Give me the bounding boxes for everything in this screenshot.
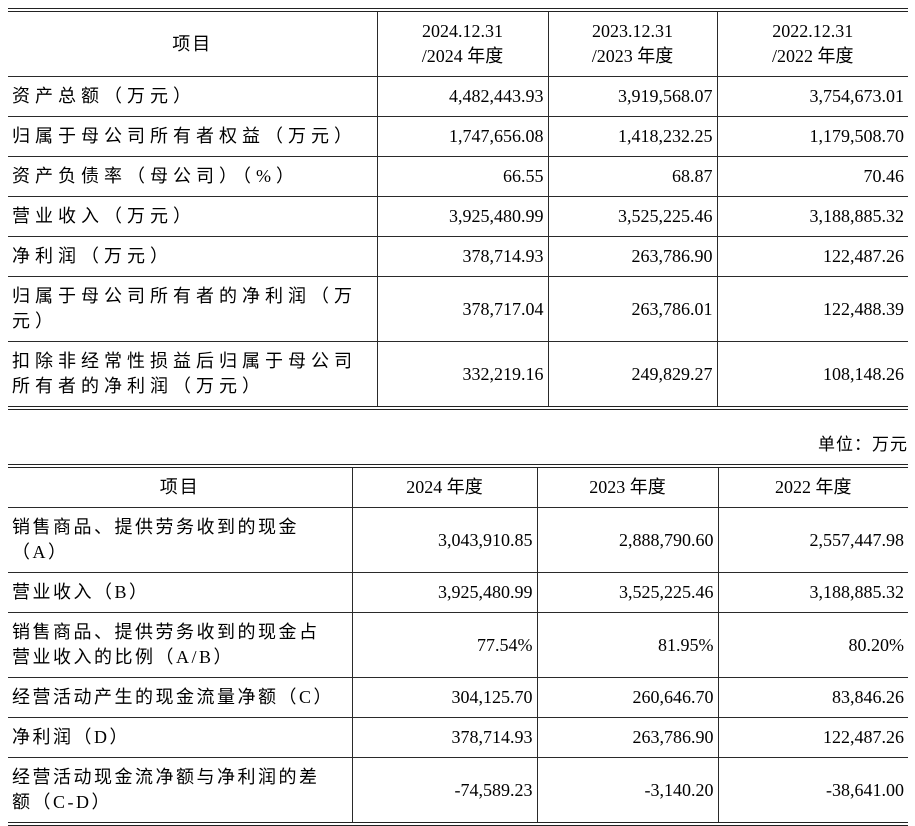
table-row: 营业收入（B） 3,925,480.99 3,525,225.46 3,188,… — [8, 572, 908, 613]
column-header-2022: 2022 年度 — [717, 466, 908, 508]
row-value: 304,125.70 — [351, 677, 537, 718]
row-label: 经营活动产生的现金流量净额（C） — [8, 677, 352, 718]
row-value: 108,148.26 — [716, 341, 908, 408]
table-row: 销售商品、提供劳务收到的现金占 营业收入的比例（A/B） 77.54% 81.9… — [8, 612, 908, 678]
row-value: 3,919,568.07 — [547, 76, 717, 117]
row-value: 4,482,443.93 — [376, 76, 548, 117]
table-row: 经营活动现金流净额与净利润的差 额（C-D） -74,589.23 -3,140… — [8, 757, 908, 824]
column-header-2024: 2024.12.31 /2024 年度 — [376, 10, 548, 77]
column-header-2024: 2024 年度 — [351, 466, 537, 508]
row-value: 378,714.93 — [376, 236, 548, 277]
row-value: 260,646.70 — [536, 677, 718, 718]
table-row: 资产负债率（母公司）（%） 66.55 68.87 70.46 — [8, 156, 908, 197]
table-row: 净利润（万元） 378,714.93 263,786.90 122,487.26 — [8, 236, 908, 277]
row-label: 资产负债率（母公司）（%） — [8, 156, 377, 197]
row-value: 3,525,225.46 — [547, 196, 717, 237]
row-value: 378,717.04 — [376, 276, 548, 342]
column-header-2023: 2023 年度 — [536, 466, 718, 508]
row-value: 3,925,480.99 — [351, 572, 537, 613]
row-label: 归属于母公司所有者的净利润（万 元） — [8, 276, 377, 342]
row-label: 净利润（万元） — [8, 236, 377, 277]
row-value: 3,043,910.85 — [351, 507, 537, 573]
cash-flow-table: 项目 2024 年度 2023 年度 2022 年度 销售商品、提供劳务收到的现… — [8, 464, 908, 826]
table-row: 归属于母公司所有者的净利润（万 元） 378,717.04 263,786.01… — [8, 276, 908, 342]
row-label: 营业收入（万元） — [8, 196, 377, 237]
row-value: -74,589.23 — [351, 757, 537, 824]
row-value: 81.95% — [536, 612, 718, 678]
table-row: 资产总额（万元） 4,482,443.93 3,919,568.07 3,754… — [8, 76, 908, 117]
table-row: 经营活动产生的现金流量净额（C） 304,125.70 260,646.70 8… — [8, 677, 908, 718]
table-header-row: 项目 2024 年度 2023 年度 2022 年度 — [8, 466, 908, 508]
table-row: 净利润（D） 378,714.93 263,786.90 122,487.26 — [8, 717, 908, 758]
row-value: -38,641.00 — [717, 757, 908, 824]
row-value: -3,140.20 — [536, 757, 718, 824]
row-value: 1,418,232.25 — [547, 116, 717, 157]
table-row: 营业收入（万元） 3,925,480.99 3,525,225.46 3,188… — [8, 196, 908, 237]
row-label: 销售商品、提供劳务收到的现金占 营业收入的比例（A/B） — [8, 612, 352, 678]
row-value: 332,219.16 — [376, 341, 548, 408]
row-value: 122,488.39 — [716, 276, 908, 342]
item-column-header: 项目 — [8, 466, 352, 508]
row-label: 资产总额（万元） — [8, 76, 377, 117]
row-value: 263,786.01 — [547, 276, 717, 342]
table-row: 销售商品、提供劳务收到的现金 （A） 3,043,910.85 2,888,79… — [8, 507, 908, 573]
unit-note: 单位：万元 — [818, 435, 908, 454]
row-value: 249,829.27 — [547, 341, 717, 408]
row-value: 2,557,447.98 — [717, 507, 908, 573]
row-value: 77.54% — [351, 612, 537, 678]
item-column-header: 项目 — [8, 10, 377, 77]
row-label: 归属于母公司所有者权益（万元） — [8, 116, 377, 157]
table-header-row: 项目 2024.12.31 /2024 年度 2023.12.31 /2023 … — [8, 10, 908, 77]
row-value: 83,846.26 — [717, 677, 908, 718]
row-value: 1,747,656.08 — [376, 116, 548, 157]
row-value: 3,525,225.46 — [536, 572, 718, 613]
row-value: 2,888,790.60 — [536, 507, 718, 573]
row-value: 70.46 — [716, 156, 908, 197]
row-value: 68.87 — [547, 156, 717, 197]
key-financials-table: 项目 2024.12.31 /2024 年度 2023.12.31 /2023 … — [8, 8, 908, 410]
column-header-2023: 2023.12.31 /2023 年度 — [547, 10, 717, 77]
row-label: 净利润（D） — [8, 717, 352, 758]
row-value: 122,487.26 — [716, 236, 908, 277]
row-label: 经营活动现金流净额与净利润的差 额（C-D） — [12, 767, 320, 812]
row-value: 122,487.26 — [717, 717, 908, 758]
row-value: 1,179,508.70 — [716, 116, 908, 157]
row-value: 263,786.90 — [536, 717, 718, 758]
row-value: 3,188,885.32 — [716, 196, 908, 237]
row-value: 3,754,673.01 — [716, 76, 908, 117]
row-value: 3,188,885.32 — [717, 572, 908, 613]
row-value: 378,714.93 — [351, 717, 537, 758]
row-value: 263,786.90 — [547, 236, 717, 277]
row-label: 营业收入（B） — [8, 572, 352, 613]
column-header-2022: 2022.12.31 /2022 年度 — [716, 10, 908, 77]
row-value: 80.20% — [717, 612, 908, 678]
table-row: 归属于母公司所有者权益（万元） 1,747,656.08 1,418,232.2… — [8, 116, 908, 157]
row-value: 3,925,480.99 — [376, 196, 548, 237]
table-row: 扣除非经常性损益后归属于母公司 所有者的净利润（万元） 332,219.16 2… — [8, 341, 908, 408]
row-label: 销售商品、提供劳务收到的现金 （A） — [8, 507, 352, 573]
row-value: 66.55 — [376, 156, 548, 197]
row-label: 扣除非经常性损益后归属于母公司 所有者的净利润（万元） — [12, 351, 357, 396]
